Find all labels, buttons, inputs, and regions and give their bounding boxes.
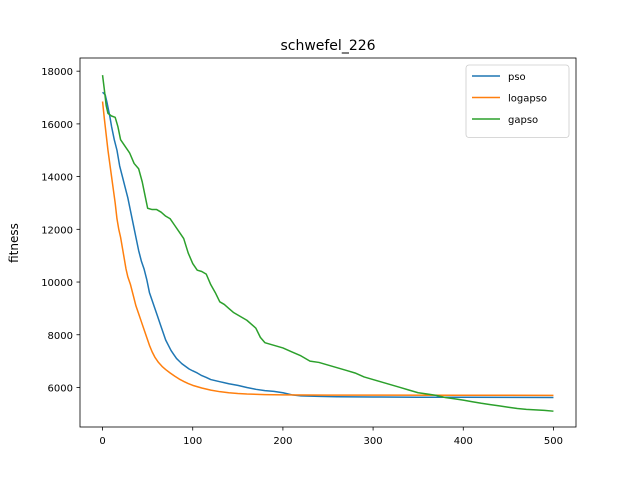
x-tick-label: 100 [183,436,202,447]
y-tick-label: 14000 [41,173,73,184]
y-tick-label: 10000 [41,278,73,289]
y-tick-label: 12000 [41,225,73,236]
x-tick-label: 500 [544,436,563,447]
chart-title: schwefel_226 [280,38,375,54]
legend-label-logapso: logapso [508,94,547,105]
series-layer [101,75,554,412]
series-line-gapso [101,75,554,412]
legend: pso logapso gapso [465,64,570,138]
y-tick-label: 6000 [48,383,73,394]
y-ticks: 6000 8000 10000 12000 14000 16000 18000 [41,67,80,394]
legend-label-pso: pso [508,72,526,83]
y-tick-label: 8000 [48,331,73,342]
series-line-pso [102,91,554,399]
y-tick-label: 16000 [41,120,73,131]
axes-frame [79,57,577,428]
y-axis-label: fitness [7,223,21,263]
series-line-logapso [101,101,554,397]
legend-label-gapso: gapso [508,115,538,126]
x-tick-label: 300 [364,436,383,447]
x-tick-label: 200 [273,436,292,447]
x-tick-label: 400 [454,436,473,447]
x-ticks: 0 100 200 300 400 500 [99,427,563,447]
y-tick-label: 18000 [41,67,73,78]
plot-frame [79,57,577,428]
x-tick-label: 0 [99,436,105,447]
